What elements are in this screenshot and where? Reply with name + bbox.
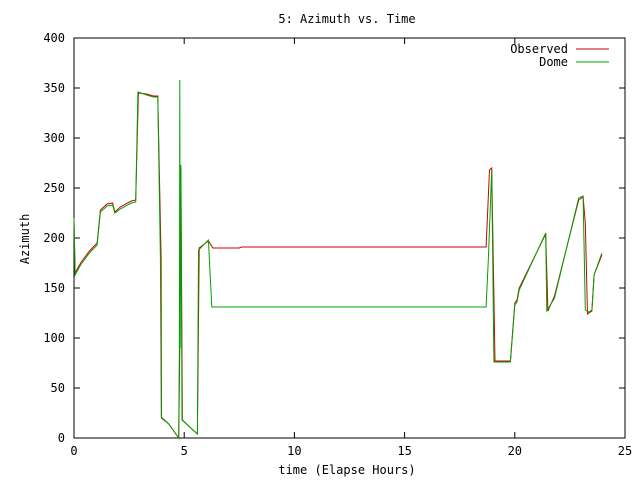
y-tick-label: 350 <box>43 81 65 95</box>
y-tick-label: 400 <box>43 31 65 45</box>
y-tick-label: 200 <box>43 231 65 245</box>
x-tick-label: 15 <box>397 444 411 458</box>
chart-title: 5: Azimuth vs. Time <box>278 12 415 26</box>
x-tick-label: 20 <box>508 444 522 458</box>
y-tick-label: 0 <box>58 431 65 445</box>
x-axis-label: time (Elapse Hours) <box>278 463 415 477</box>
dome-series-line <box>73 79 603 440</box>
legend-label-dome: Dome <box>539 55 568 69</box>
x-tick-label: 5 <box>181 444 188 458</box>
legend-label-observed: Observed <box>510 42 568 56</box>
observed-series-line <box>73 92 603 440</box>
plot-area-border <box>73 37 626 439</box>
y-tick-label: 50 <box>51 381 65 395</box>
x-tick-label: 0 <box>70 444 77 458</box>
y-tick-label: 250 <box>43 181 65 195</box>
series-lines <box>73 79 603 440</box>
y-tick-label: 300 <box>43 131 65 145</box>
y-axis-label: Azimuth <box>18 214 32 265</box>
x-tick-label: 10 <box>287 444 301 458</box>
y-tick-label: 150 <box>43 281 65 295</box>
x-tick-label: 25 <box>618 444 632 458</box>
y-tick-label: 100 <box>43 331 65 345</box>
